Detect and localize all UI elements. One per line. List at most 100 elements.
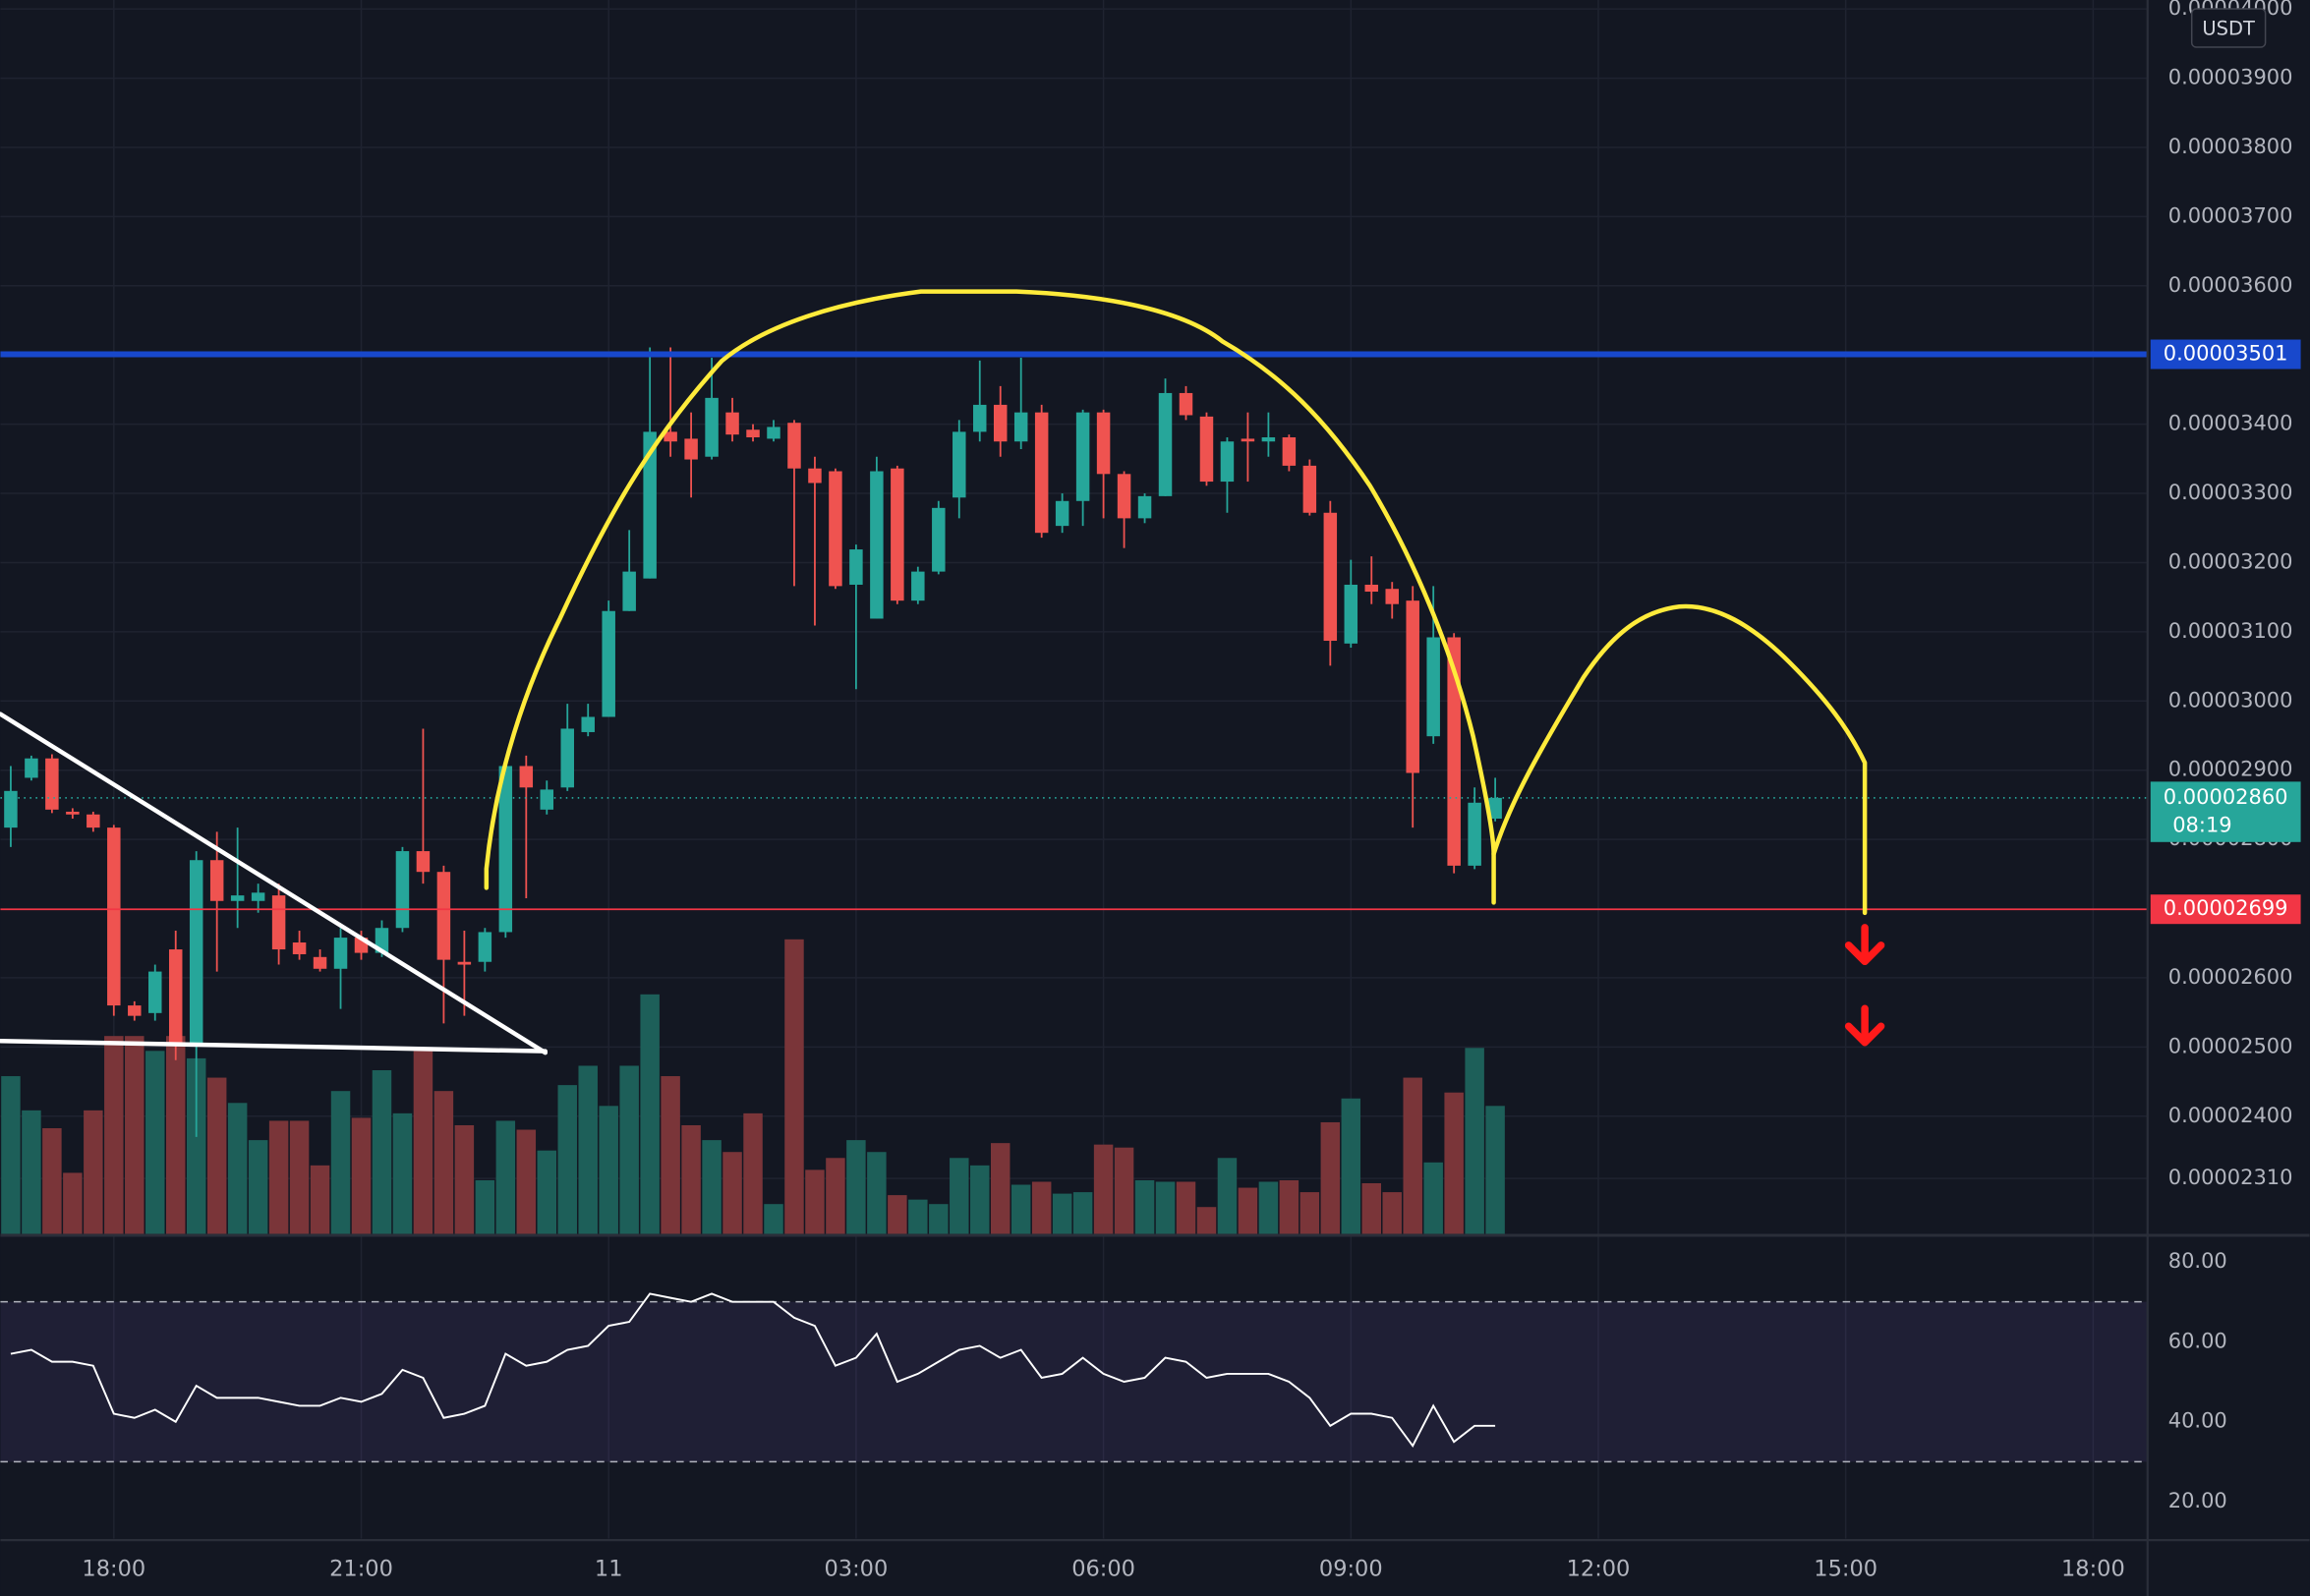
candle-body (128, 1005, 142, 1016)
currency-box (2190, 8, 2267, 48)
rsi-line (10, 1292, 1496, 1449)
volume-bar (165, 1036, 186, 1234)
candle-body (416, 851, 431, 873)
volume-bar (578, 1065, 598, 1234)
countdown: 08:19 (2172, 813, 2231, 836)
y-tick-label: 0.00003100 (2168, 619, 2293, 643)
candle-body (560, 728, 574, 788)
candle-body (395, 851, 410, 929)
candle-body (1406, 600, 1419, 773)
candle-body (1488, 797, 1502, 819)
volume-bar (950, 1158, 969, 1234)
trend-line (0, 1038, 549, 1054)
candle-body (1241, 438, 1255, 442)
volume-bar (743, 1112, 763, 1234)
candle-body (87, 814, 100, 828)
volume-bar (970, 1165, 990, 1234)
volume-bar (764, 1204, 783, 1234)
candle-body (209, 860, 224, 901)
y-tick-label: 0.00002500 (2168, 1034, 2293, 1057)
candle-body (1282, 437, 1297, 466)
volume-bar (1134, 1179, 1155, 1234)
y-tick-label: 0.00002600 (2168, 965, 2293, 989)
candle-body (25, 758, 38, 778)
x-tick-label: 18:00 (82, 1557, 145, 1582)
level-label: 0.00002699 (2164, 896, 2288, 920)
candle-body (1179, 392, 1193, 416)
candle-body (684, 438, 698, 460)
candle-body (1302, 465, 1317, 513)
candle-body (148, 971, 162, 1013)
volume-bar (104, 1036, 124, 1234)
candle-body (767, 427, 780, 439)
candle-body (1055, 500, 1069, 527)
volume-bar (537, 1150, 557, 1234)
candle-body (168, 949, 183, 1044)
volume-bar (84, 1110, 103, 1234)
candle-body (808, 468, 822, 484)
volume-bar (681, 1124, 701, 1234)
y-tick-label: 0.00003700 (2168, 203, 2293, 227)
candle-body (1261, 437, 1276, 442)
candle-body (251, 892, 265, 901)
level-box (2150, 339, 2301, 370)
candle-body (622, 571, 636, 611)
volume-bar (722, 1152, 742, 1234)
volume-bar (248, 1140, 268, 1234)
candle-body (4, 790, 18, 828)
volume-bar (1485, 1106, 1505, 1234)
volume-bar (125, 1036, 144, 1234)
candle-body (705, 397, 719, 457)
candle-body (333, 938, 348, 969)
candle-body (870, 471, 884, 619)
candle-body (230, 895, 245, 901)
candle-body (953, 431, 966, 498)
candle-body (1364, 584, 1379, 593)
candle-body (973, 404, 987, 432)
volume-bar (310, 1165, 330, 1234)
candle-body (1034, 412, 1049, 534)
candle-body (540, 789, 554, 810)
trend-line (0, 712, 549, 1055)
down-arrow (1844, 924, 1885, 966)
yellow-arc (484, 289, 1496, 905)
candle-body (1075, 412, 1090, 501)
volume-bar (599, 1106, 618, 1234)
candle-body (1096, 412, 1111, 475)
candle-body (271, 895, 286, 950)
candle-body (45, 758, 59, 810)
volume-bar (1, 1076, 21, 1234)
down-arrow (1844, 1004, 1885, 1047)
candle-body (1468, 802, 1481, 866)
volume-bar (145, 1051, 165, 1234)
rsi-band (0, 1301, 2148, 1462)
rsi-tick-label: 80.00 (2168, 1249, 2227, 1273)
y-tick-label: 0.00003600 (2168, 273, 2293, 297)
volume-bar (1279, 1179, 1299, 1234)
candle-body (1447, 637, 1461, 866)
volume-bar (1361, 1183, 1382, 1234)
volume-bar (268, 1120, 289, 1234)
yellow-arc (1491, 603, 1868, 916)
volume-bar (908, 1199, 928, 1234)
candle-body (66, 811, 80, 815)
candle-body (313, 956, 327, 969)
candle-body (602, 610, 615, 717)
volume-bar (186, 1057, 206, 1234)
candle-body (643, 431, 657, 579)
x-tick-label: 12:00 (1567, 1557, 1631, 1582)
candle-body (1013, 412, 1028, 442)
volume-bar (619, 1065, 639, 1234)
candle-body (664, 431, 677, 442)
x-tick-label: 18:00 (2061, 1557, 2125, 1582)
candle-body (1426, 637, 1440, 737)
volume-bar (516, 1129, 537, 1234)
candle-body (457, 961, 472, 965)
volume-bar (413, 1051, 433, 1234)
drawings (0, 289, 1885, 1055)
rsi-tick-label: 40.00 (2168, 1409, 2227, 1433)
candle-body (519, 766, 534, 788)
volume-bar (1176, 1181, 1196, 1234)
volume-bar (1423, 1162, 1443, 1234)
candle-body (189, 860, 203, 1044)
